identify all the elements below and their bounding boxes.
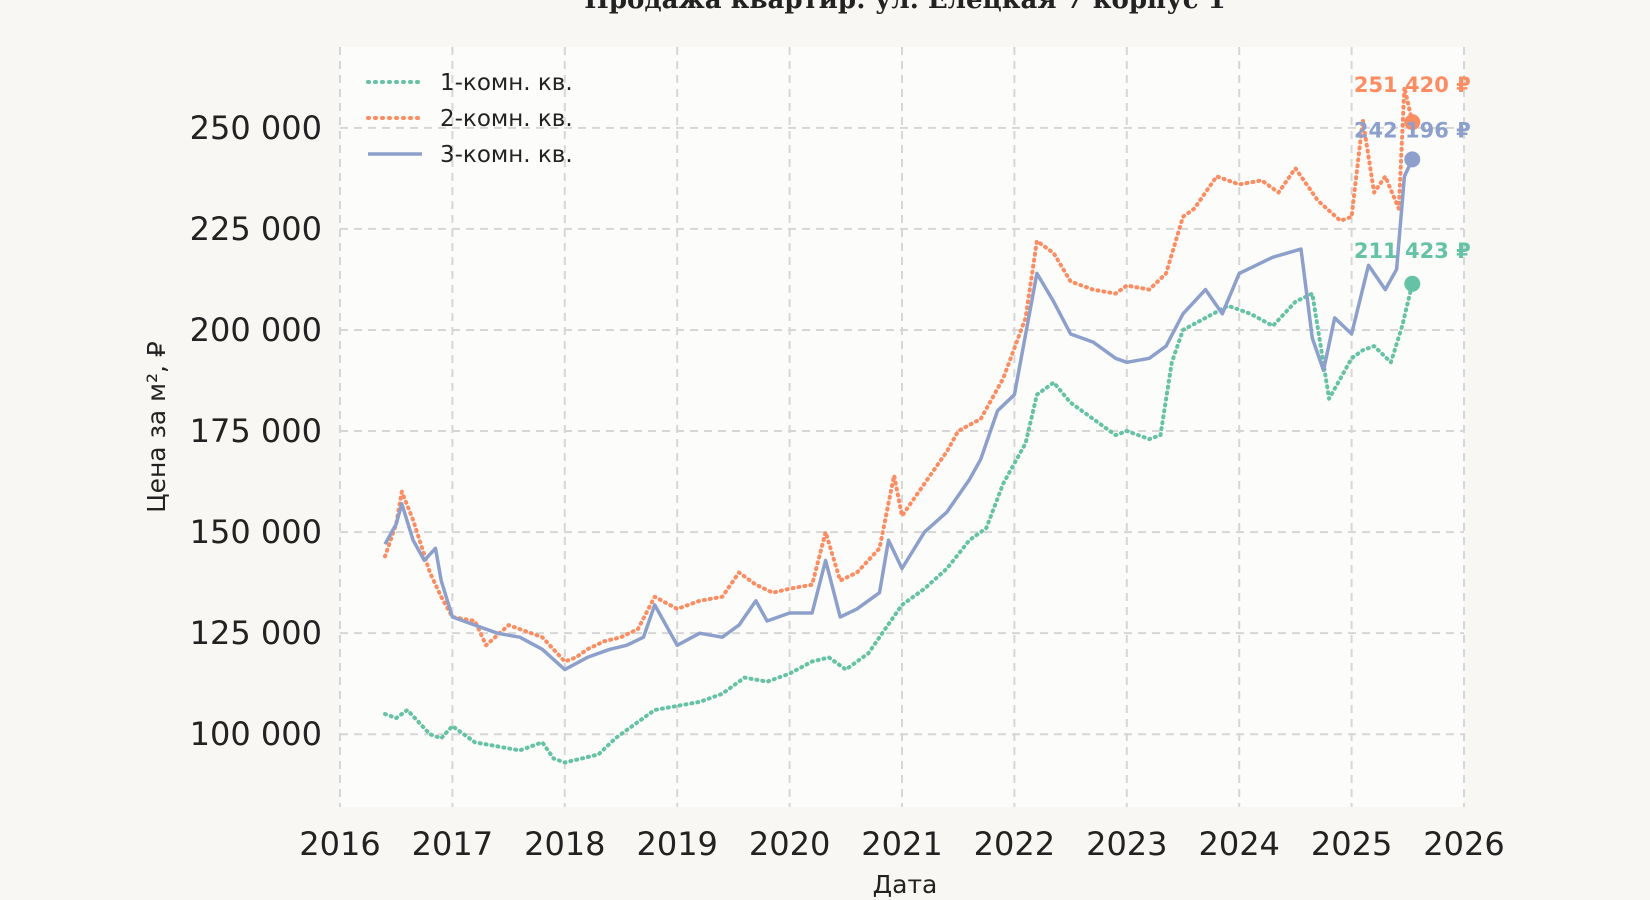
y-tick-labels: 100 000 125 000 150 000 175 000 200 000 225 0… <box>190 109 322 753</box>
x-tick-label: 2016 <box>299 825 380 863</box>
series-lines <box>383 85 1415 765</box>
x-axis-label: Дата <box>873 870 938 899</box>
x-tick-label: 2024 <box>1198 825 1279 863</box>
y-tick-label: 175 000 <box>190 412 322 450</box>
y-axis-label: Цена за м², ₽ <box>142 341 171 513</box>
x-tick-label: 2022 <box>974 825 1055 863</box>
end-value-label: 242 196 ₽ <box>1354 118 1471 142</box>
x-tick-label: 2023 <box>1086 825 1167 863</box>
y-tick-label: 200 000 <box>190 311 322 349</box>
series-line-3 <box>383 158 1414 672</box>
series-line-2 <box>383 85 1415 664</box>
end-point-marker <box>1404 114 1421 131</box>
chart-title: Продажа квартир: ул. Елецкая 7 корпус 1 <box>584 0 1225 15</box>
y-tick-label: 250 000 <box>190 109 322 147</box>
y-tick-label: 125 000 <box>190 614 322 652</box>
legend: 1-комн. кв. 2-комн. кв. 3-комн. кв. <box>366 70 573 168</box>
y-tick-label: 100 000 <box>190 715 322 753</box>
legend-label: 3-комн. кв. <box>440 142 573 168</box>
x-tick-label: 2019 <box>636 825 717 863</box>
legend-label: 1-комн. кв. <box>440 70 573 96</box>
end-value-label: 211 423 ₽ <box>1354 239 1471 263</box>
x-tick-label: 2017 <box>412 825 493 863</box>
x-tick-label: 2018 <box>524 825 605 863</box>
series-line-1 <box>383 281 1415 765</box>
legend-label: 2-комн. кв. <box>440 106 573 132</box>
x-tick-label: 2021 <box>861 825 942 863</box>
x-tick-label: 2020 <box>749 825 830 863</box>
gridlines <box>339 47 1465 807</box>
end-point-marker <box>1404 151 1421 168</box>
x-tick-label: 2026 <box>1423 825 1504 863</box>
y-tick-label: 225 000 <box>190 210 322 248</box>
end-point-marker <box>1404 275 1421 292</box>
end-value-label: 251 420 ₽ <box>1354 73 1471 97</box>
x-tick-labels: 2016 2017 2018 2019 2020 2021 2022 2023 2024 2025… <box>299 825 1504 863</box>
end-point-markers: 211 423 ₽ 251 420 ₽ 242 196 ₽ <box>1354 73 1471 292</box>
x-tick-label: 2025 <box>1311 825 1392 863</box>
y-tick-label: 150 000 <box>190 513 322 551</box>
